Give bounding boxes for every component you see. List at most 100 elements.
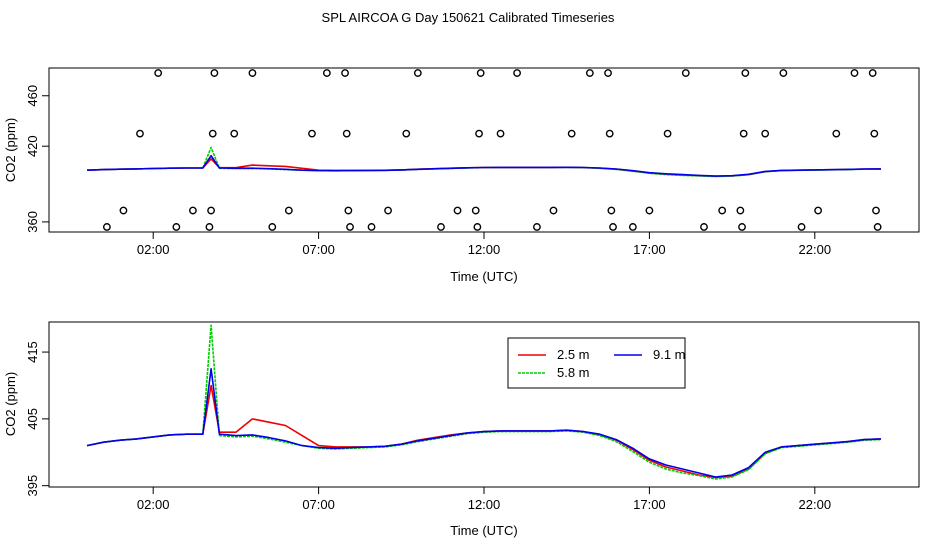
top-flag-point <box>607 206 616 215</box>
bottom-plot-frame <box>48 321 920 488</box>
legend: 2.5 m 9.1 m 5.8 m <box>507 337 686 389</box>
bottom-series-lines <box>86 324 882 480</box>
top-flag-point <box>154 69 163 77</box>
top-flag-point <box>700 223 708 231</box>
top-flag-point <box>604 69 612 77</box>
top-flag-point <box>342 129 351 138</box>
top-flag-point <box>384 206 392 215</box>
top-x-tick-label: 12:00 <box>468 242 501 257</box>
top-flag-point <box>797 223 806 231</box>
top-flag-point <box>663 129 672 138</box>
top-flag-point <box>868 69 877 77</box>
top-x-tick-label: 07:00 <box>302 242 335 257</box>
top-flag-point <box>453 206 462 215</box>
top-flag-point <box>738 223 746 231</box>
top-x-tick-label: 17:00 <box>633 242 666 257</box>
top-flag-point <box>210 69 219 77</box>
top-flag-point <box>533 223 541 231</box>
top-flag-point <box>341 69 349 77</box>
bottom-x-tick-label: 02:00 <box>137 497 170 512</box>
top-flag-point <box>741 69 750 77</box>
top-flag-point <box>308 129 316 138</box>
top-x-tick-label: 22:00 <box>799 242 832 257</box>
top-flag-point <box>567 129 576 138</box>
bottom-x-tick-label: 22:00 <box>799 497 832 512</box>
top-flag-point <box>681 69 690 77</box>
top-flag-point <box>476 69 485 77</box>
top-flag-point <box>832 129 841 138</box>
top-flag-point <box>346 223 354 231</box>
top-flag-point <box>609 223 617 231</box>
top-flag-point <box>119 206 128 215</box>
top-flag-point <box>645 206 654 215</box>
top-series-line-9.1m <box>86 154 882 177</box>
bottom-y-tick-label: 405 <box>25 408 40 430</box>
top-flag-point <box>585 69 594 77</box>
top-flag-point <box>284 206 293 215</box>
top-x-axis-label: Time (UTC) <box>450 269 517 284</box>
top-flag-point <box>549 206 558 215</box>
top-flag-point <box>188 206 197 215</box>
top-flag-point <box>207 206 215 215</box>
top-flag-point <box>473 223 482 231</box>
top-flag-point <box>208 129 217 138</box>
top-flag-point <box>322 69 331 77</box>
top-y-tick-label: 460 <box>25 85 40 107</box>
bottom-y-axis: 395 405 415 <box>25 341 49 497</box>
bottom-series-line-9.1m <box>86 367 882 478</box>
top-flag-point <box>870 129 879 138</box>
legend-label-9.1m: 9.1 m <box>653 347 686 362</box>
legend-label-5.8m: 5.8 m <box>557 365 590 380</box>
top-flag-point <box>102 223 111 231</box>
bottom-x-tick-label: 07:00 <box>302 497 335 512</box>
bottom-panel: 02:00 07:00 12:00 17:00 22:00 395 405 415 Time… <box>3 321 920 538</box>
top-flag-point <box>230 129 239 138</box>
top-flag-point <box>367 223 376 231</box>
bottom-x-tick-label: 12:00 <box>468 497 501 512</box>
bottom-x-tick-label: 17:00 <box>633 497 666 512</box>
top-flag-point <box>413 69 422 77</box>
top-series-lines <box>86 146 882 178</box>
top-panel: 02:00 07:00 12:00 17:00 22:00 360 420 460 Time… <box>3 67 920 284</box>
top-flag-point <box>344 206 353 215</box>
top-y-tick-label: 360 <box>25 211 40 233</box>
top-flag-point <box>172 223 181 231</box>
bottom-x-axis: 02:00 07:00 12:00 17:00 22:00 <box>137 487 831 512</box>
top-flag-point <box>761 129 770 138</box>
top-flag-point <box>736 206 745 215</box>
top-flag-points <box>102 69 882 231</box>
legend-label-2.5m: 2.5 m <box>557 347 590 362</box>
top-flag-point <box>628 223 637 231</box>
top-x-tick-label: 02:00 <box>137 242 170 257</box>
top-flag-point <box>268 223 277 231</box>
top-flag-point <box>739 129 748 138</box>
top-flag-point <box>471 206 480 215</box>
top-flag-point <box>136 129 144 138</box>
bottom-y-tick-label: 415 <box>25 341 40 363</box>
top-flag-point <box>475 129 483 138</box>
top-y-axis: 360 420 460 <box>25 85 49 233</box>
top-flag-point <box>850 69 859 77</box>
bottom-x-axis-label: Time (UTC) <box>450 523 517 538</box>
top-flag-point <box>437 223 445 231</box>
legend-box <box>507 337 686 389</box>
top-flag-point <box>402 129 411 138</box>
bottom-y-tick-label: 395 <box>25 475 40 497</box>
top-flag-point <box>513 69 521 77</box>
top-y-axis-label: CO2 (ppm) <box>3 118 18 182</box>
top-plot-frame <box>48 67 920 233</box>
top-flag-point <box>814 206 823 215</box>
bottom-y-axis-label: CO2 (ppm) <box>3 372 18 436</box>
top-flag-point <box>779 69 788 77</box>
top-flag-point <box>872 206 880 215</box>
top-flag-point <box>873 223 882 231</box>
top-y-tick-label: 420 <box>25 135 40 157</box>
top-flag-point <box>605 129 614 138</box>
bottom-series-line-5.8m <box>86 324 882 480</box>
top-flag-point <box>718 206 727 215</box>
top-flag-point <box>248 69 257 77</box>
top-flag-point <box>205 223 214 231</box>
top-x-axis: 02:00 07:00 12:00 17:00 22:00 <box>137 232 831 257</box>
top-flag-point <box>496 129 505 138</box>
